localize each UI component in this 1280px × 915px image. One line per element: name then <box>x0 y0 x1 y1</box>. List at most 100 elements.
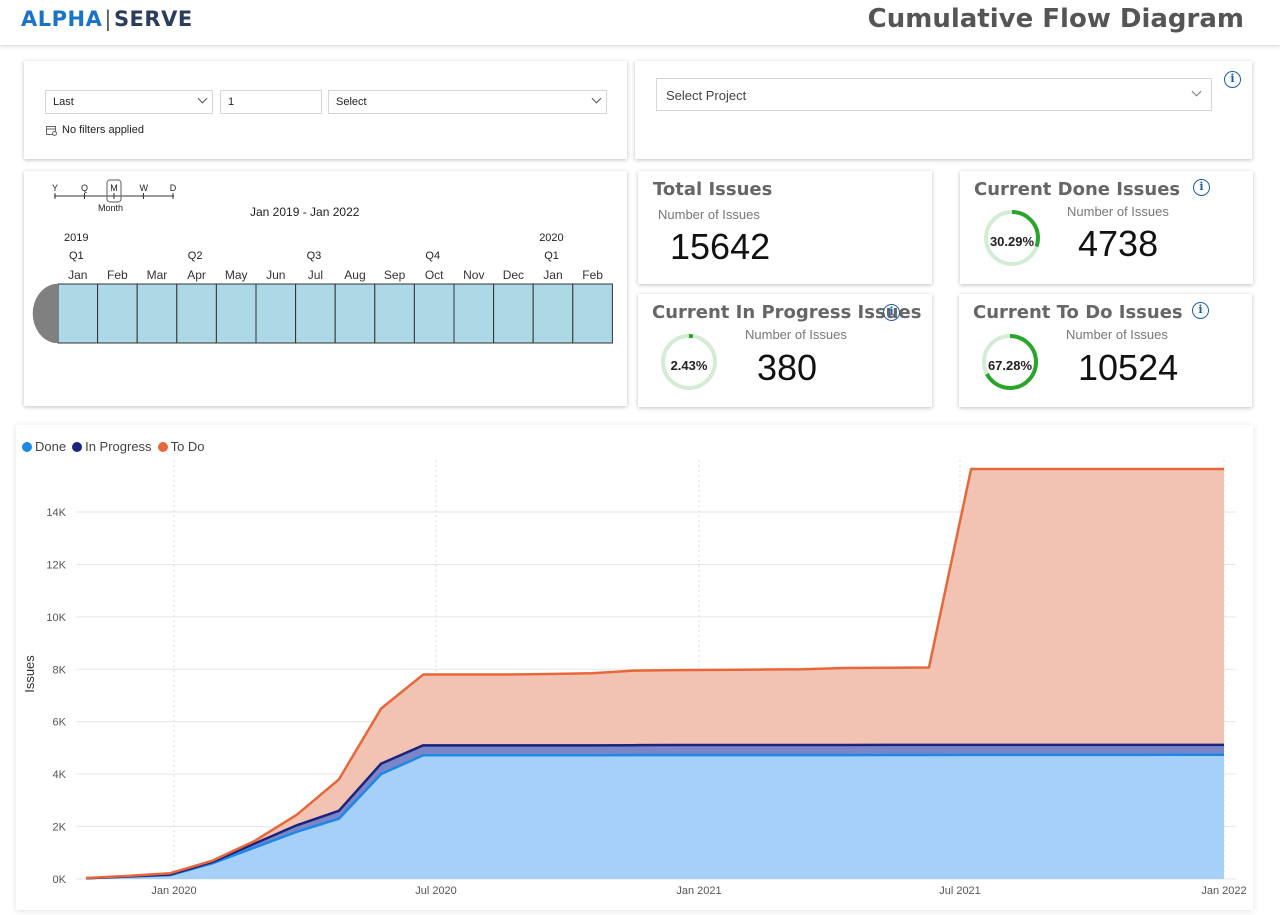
in-progress-pct: 2.43% <box>670 358 708 373</box>
kpi-subtitle: Number of Issues <box>745 327 847 342</box>
timeline-month: Dec <box>502 268 525 282</box>
kpi-subtitle: Number of Issues <box>1066 327 1168 342</box>
timeline-quarter: Q1 <box>544 250 559 262</box>
legend-label: To Do <box>170 439 205 454</box>
timeline-year: 2020 <box>539 232 564 244</box>
kpi-subtitle: Number of Issues <box>1067 204 1169 219</box>
timeline-month: Mar <box>146 268 168 282</box>
info-icon[interactable]: i <box>1193 179 1210 196</box>
level-selector-handle[interactable] <box>106 179 122 203</box>
timeline-month-cell[interactable] <box>413 283 455 344</box>
timeline-quarter: Q3 <box>306 250 322 262</box>
info-icon[interactable]: i <box>1192 302 1209 319</box>
page-title: Cumulative Flow Diagram <box>867 4 1244 34</box>
timeline-quarter: Q4 <box>425 250 441 262</box>
done-donut <box>984 210 1040 266</box>
kpi-title: Current In Progress Issues <box>652 302 922 323</box>
timeline-month-cell[interactable] <box>215 283 257 344</box>
timeline-month: Feb <box>107 268 128 282</box>
kpi-done-issues: Current Done Issues i 30.29% Number of I… <box>960 171 1253 284</box>
unit-value: Select <box>336 96 367 108</box>
timeline-level-m: M <box>110 183 118 193</box>
legend-item-todo[interactable]: To Do <box>157 439 205 454</box>
timeline-month-cell[interactable] <box>97 283 138 344</box>
kpi-value: 15642 <box>670 226 771 267</box>
timeline-month-cell[interactable] <box>176 283 217 344</box>
calendar-filter-icon <box>46 125 57 136</box>
timeline-month-cell[interactable] <box>572 283 613 344</box>
timeline-month: Jan <box>68 268 88 282</box>
timeline-scroll-handle[interactable] <box>32 284 58 343</box>
timeline-month: May <box>224 268 248 282</box>
timeline-month: Jun <box>266 268 286 282</box>
count-input[interactable]: 1 <box>220 90 322 114</box>
timeline-month-cell[interactable] <box>334 283 376 344</box>
timeline-slicer <box>32 179 613 344</box>
chevron-down-icon <box>591 93 602 104</box>
period-value: Last <box>53 96 74 108</box>
timeline-panel: Y Q M W D Month Jan 2019 - Jan 2022 2019 2020… <box>24 171 627 406</box>
kpi-value: 4738 <box>1078 223 1159 264</box>
timeline-month-cell[interactable] <box>136 283 178 344</box>
timeline-selected-level: Month <box>98 203 124 213</box>
in-progress-donut <box>661 334 717 390</box>
filter-status-text: No filters applied <box>62 124 144 136</box>
todo-donut <box>982 334 1038 390</box>
legend-item-in-progress[interactable]: In Progress <box>72 439 152 454</box>
legend-dot <box>22 441 32 452</box>
timeline-level-d: D <box>169 183 177 193</box>
timeline-month: Aug <box>344 268 366 282</box>
legend-dot <box>72 441 83 452</box>
timeline-quarter: Q2 <box>187 250 203 262</box>
kpi-todo-issues: Current To Do Issues i 67.28% Number of … <box>959 294 1252 407</box>
timeline-month-cell[interactable] <box>295 283 336 344</box>
kpi-in-progress-issues: Current In Progress Issues i 2.43% Numbe… <box>638 294 932 407</box>
timeline-month: Feb <box>582 268 603 282</box>
header-bar: ALPHA|SERVE Cumulative Flow Diagram <box>0 0 1280 46</box>
kpi-title: Total Issues <box>653 179 773 200</box>
chevron-down-icon <box>197 93 208 104</box>
filter-status: No filters applied <box>46 124 144 136</box>
legend-dot <box>157 441 168 452</box>
timeline-month: Apr <box>187 268 206 282</box>
kpi-total-issues: Total Issues Number of Issues 15642 <box>638 171 932 284</box>
filter-panel: Last 1 Select No filters applied <box>24 61 627 159</box>
info-icon[interactable]: i <box>1224 71 1241 88</box>
project-placeholder: Select Project <box>666 88 747 103</box>
count-value: 1 <box>228 96 235 108</box>
timeline-month: Sep <box>383 268 406 282</box>
timeline-month: Oct <box>424 268 444 282</box>
unit-dropdown[interactable]: Select <box>328 90 607 114</box>
timeline-level-y: Y <box>51 183 58 193</box>
period-dropdown[interactable]: Last <box>45 90 213 114</box>
kpi-title: Current Done Issues <box>974 179 1181 200</box>
timeline-month-cell[interactable] <box>453 283 495 344</box>
timeline-month-cell[interactable] <box>255 283 297 344</box>
chevron-down-icon <box>1191 86 1202 97</box>
timeline-month: Nov <box>463 268 485 282</box>
timeline-month-cell[interactable] <box>374 283 415 344</box>
timeline-month-cell[interactable] <box>57 283 99 344</box>
legend-item-done[interactable]: Done <box>22 439 66 454</box>
cfd-chart-panel <box>16 425 1253 910</box>
done-pct: 30.29% <box>989 234 1035 249</box>
chart-legend: Done In Progress To Do <box>22 439 205 454</box>
todo-pct: 67.28% <box>987 358 1033 373</box>
timeline-month: Jan <box>543 268 563 282</box>
kpi-subtitle: Number of Issues <box>658 207 760 222</box>
info-icon[interactable]: i <box>883 304 900 321</box>
timeline-quarter: Q1 <box>69 250 84 262</box>
kpi-value: 10524 <box>1078 347 1179 388</box>
timeline-month-cell[interactable] <box>532 283 574 344</box>
timeline-range: Jan 2019 - Jan 2022 <box>250 205 360 219</box>
project-panel: Select Project i <box>635 61 1252 159</box>
timeline-level-w: W <box>139 183 149 193</box>
legend-label: In Progress <box>85 439 152 454</box>
timeline-year: 2019 <box>64 232 89 244</box>
timeline-month: Jul <box>307 268 324 282</box>
kpi-value: 380 <box>757 347 818 388</box>
project-dropdown[interactable]: Select Project <box>656 78 1212 111</box>
alphaserve-logo: ALPHA|SERVE <box>21 7 193 31</box>
timeline-level-q: Q <box>80 183 88 193</box>
timeline-month-cell[interactable] <box>493 283 534 344</box>
